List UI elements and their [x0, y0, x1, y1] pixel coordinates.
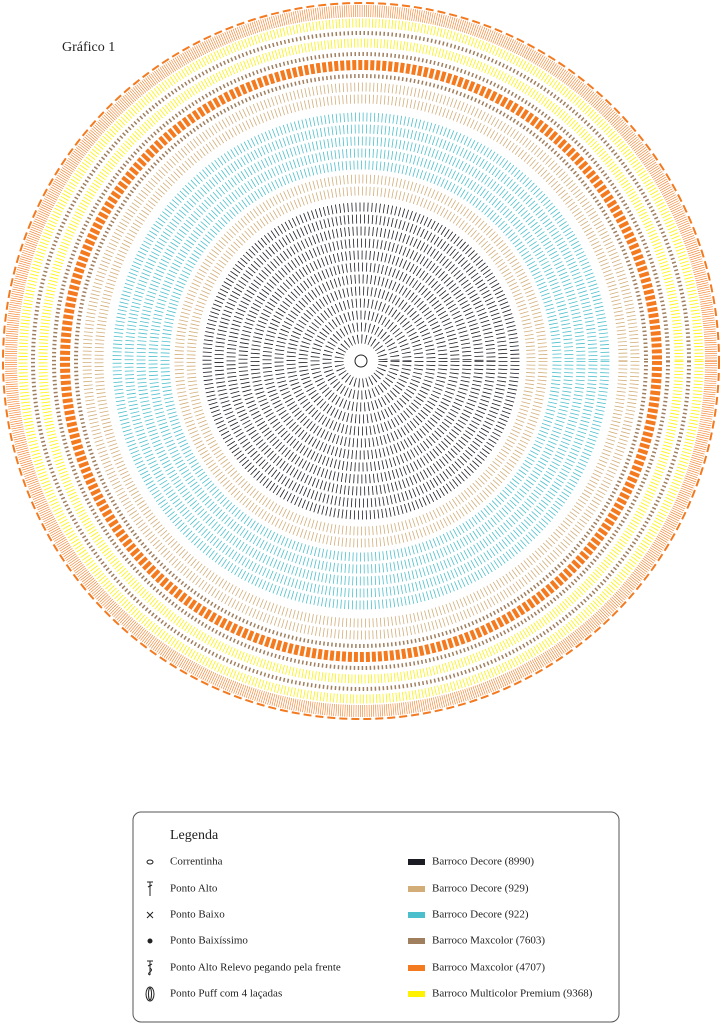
row-x	[74, 74, 648, 648]
row-black	[274, 274, 448, 448]
legend-swatch	[408, 886, 425, 892]
crochet-chart	[2, 2, 720, 720]
row-black	[202, 202, 520, 520]
symbol-sc	[146, 911, 154, 919]
row-orange-edge	[2, 2, 720, 720]
row-black	[322, 322, 400, 400]
legend-stitch: Ponto Alto	[170, 883, 218, 895]
legend-yarn: Barroco Multicolor Premium (9368)	[432, 988, 593, 1000]
row-tan	[174, 174, 548, 548]
row-black	[250, 250, 472, 472]
legend-yarn: Barroco Maxcolor (4707)	[432, 962, 545, 974]
legend-symbols	[145, 859, 155, 1002]
symbol-dc	[147, 881, 153, 896]
legend-stitch: Ponto Baixíssimo	[170, 935, 248, 947]
row-black	[334, 334, 388, 388]
symbol-fpdc	[147, 960, 153, 976]
row-cyan	[160, 160, 562, 562]
legend-box	[132, 811, 620, 1023]
symbol-chain	[146, 859, 154, 865]
row-tan	[94, 94, 628, 628]
legend-stitch: Ponto Puff com 4 laçadas	[170, 988, 282, 1000]
legend-swatch	[408, 938, 425, 944]
row-black	[310, 310, 412, 412]
centre-ring	[354, 354, 368, 368]
row-cyan	[136, 136, 586, 586]
legend-swatch	[408, 859, 425, 865]
row-yellow	[18, 18, 704, 704]
row-yellow	[38, 38, 684, 684]
row-x	[31, 31, 691, 691]
row-black	[226, 226, 496, 496]
row-black	[262, 262, 460, 460]
row-cyan	[124, 124, 598, 598]
legend-stitch: Ponto Alto Relevo pegando pela frente	[170, 962, 341, 974]
legend-title: Legenda	[170, 828, 219, 843]
legend-swatch	[408, 991, 425, 997]
row-black	[298, 298, 424, 424]
row-puff	[60, 60, 662, 662]
row-tan	[186, 186, 536, 536]
legend-yarn: Barroco Decore (929)	[432, 883, 529, 895]
symbol-slst	[147, 938, 153, 944]
row-tan	[82, 82, 640, 640]
legend-swatch	[408, 912, 425, 918]
row-cyan	[112, 112, 610, 610]
row-black	[286, 286, 436, 436]
legend-stitch: Ponto Baixo	[170, 909, 225, 921]
symbol-puff-inner	[148, 987, 152, 1001]
row-black	[238, 238, 484, 484]
row-cyan	[148, 148, 574, 574]
legend-stitch: Correntinha	[170, 856, 223, 868]
row-black	[214, 214, 508, 508]
legend-yarn: Barroco Decore (922)	[432, 909, 529, 921]
row-orange-fan	[5, 5, 717, 717]
legend-yarn: Barroco Maxcolor (7603)	[432, 935, 545, 947]
legend-yarn: Barroco Decore (8990)	[432, 856, 534, 868]
chart-title: Gráfico 1	[62, 40, 115, 55]
row-x	[52, 52, 670, 670]
legend-swatch	[408, 965, 425, 971]
symbol-puff	[145, 986, 155, 1002]
